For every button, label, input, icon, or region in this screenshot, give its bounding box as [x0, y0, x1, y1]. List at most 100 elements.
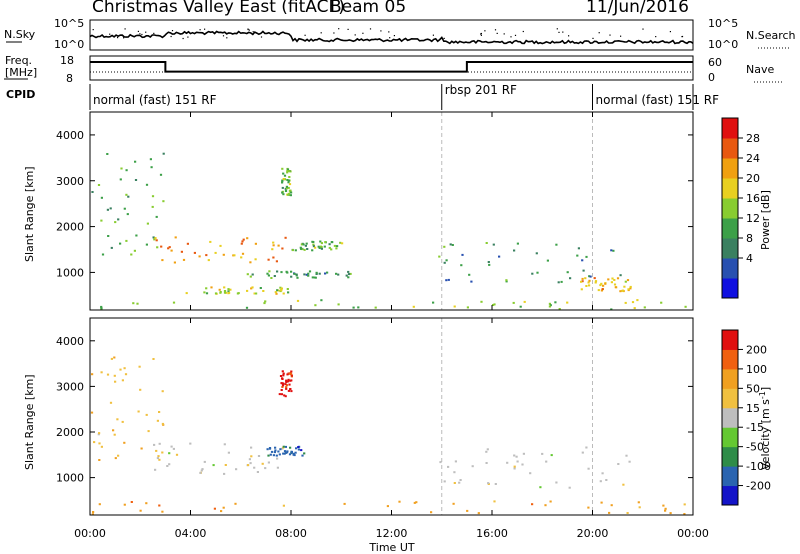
data-cell [494, 483, 497, 485]
data-cell [93, 441, 96, 444]
data-cell [343, 502, 346, 505]
x-tick-label: 16:00 [476, 527, 508, 540]
noise-search-point [443, 37, 445, 39]
data-cell [123, 503, 126, 506]
data-cell [281, 186, 284, 189]
data-cell [432, 301, 435, 304]
data-cell [337, 303, 340, 306]
data-cell [555, 243, 558, 246]
data-cell [229, 288, 232, 291]
velocity-y-ticks: 1000 2000 3000 4000 [56, 335, 693, 485]
noise-search-point [362, 32, 364, 34]
colorbar-tick-label: -100 [746, 460, 771, 473]
data-cell [531, 272, 534, 275]
data-cell [286, 193, 290, 196]
data-cell [282, 178, 285, 180]
data-cell [269, 453, 272, 456]
data-cell [506, 461, 509, 464]
beam-title: Beam 05 [330, 0, 407, 17]
data-cell [212, 464, 215, 467]
data-cell [599, 480, 602, 483]
colorbar-band [722, 198, 738, 219]
data-cell [114, 380, 117, 383]
data-cell [116, 418, 119, 421]
data-cell [492, 243, 495, 246]
data-cell [210, 286, 213, 289]
data-cell [544, 504, 547, 507]
data-cell [303, 452, 306, 455]
data-cell [335, 272, 338, 275]
data-cell [113, 374, 116, 377]
velocity-y-label: Slant Range [km] [23, 374, 36, 470]
noise-search-point [484, 30, 486, 32]
data-cell [227, 290, 230, 293]
data-cell [125, 193, 128, 196]
data-cell [610, 308, 613, 311]
data-cell [291, 249, 294, 252]
power-colorbar: 28 24 20 16 12 8 4 [721, 117, 760, 299]
data-cell [485, 462, 488, 464]
data-cell [626, 279, 630, 282]
data-cell [314, 304, 317, 307]
data-cell [281, 382, 284, 385]
data-cell [317, 245, 320, 248]
freq-unit-label: [MHz] [5, 66, 37, 79]
data-cell [205, 254, 208, 257]
data-cell [352, 306, 355, 309]
data-cell [149, 158, 152, 161]
data-cell [286, 171, 289, 174]
data-cell [168, 463, 171, 466]
data-cell [162, 200, 165, 203]
data-cell [288, 170, 291, 173]
data-cell [257, 455, 261, 457]
data-cell [277, 450, 280, 453]
data-cell [224, 464, 227, 466]
data-cell [250, 446, 253, 449]
data-cell [629, 287, 632, 290]
data-cell [324, 272, 327, 275]
data-cell [284, 236, 287, 239]
data-cell [154, 237, 157, 240]
data-cell [281, 247, 284, 250]
data-cell [249, 462, 252, 465]
data-cell [281, 384, 285, 387]
data-cell [289, 446, 292, 449]
data-cell [290, 373, 293, 376]
data-cell [415, 501, 418, 504]
data-cell [246, 289, 249, 292]
data-cell [283, 450, 287, 453]
colorbar-frame [721, 117, 739, 299]
data-cell [326, 271, 329, 274]
data-cell [100, 371, 103, 374]
data-cell [669, 512, 672, 515]
x-tick-label: 04:00 [175, 527, 207, 540]
data-cell [289, 372, 292, 374]
data-cell [477, 512, 480, 515]
data-cell [330, 248, 333, 251]
data-cell [233, 254, 236, 257]
data-cell [486, 448, 489, 451]
data-cell [161, 390, 164, 393]
cpid-segment-label: normal (fast) 151 RF [596, 93, 720, 107]
x-axis-ticks: 00:00 04:00 08:00 12:00 16:00 20:00 00:00 [74, 112, 709, 540]
data-cell [488, 263, 491, 266]
noise-search-point [393, 35, 395, 37]
data-cell [523, 300, 526, 303]
velocity-colorbar-label-sup: -1 [758, 391, 767, 399]
cpid-label: CPID [6, 88, 35, 101]
data-cell [279, 286, 282, 289]
data-cell [471, 465, 474, 468]
data-cell [126, 213, 129, 216]
data-cell [275, 260, 278, 263]
data-cell [180, 250, 183, 253]
data-cell [621, 289, 624, 292]
data-cell [286, 288, 289, 290]
colorbar-tick-label: 24 [746, 152, 760, 165]
noise-search-point [609, 34, 611, 36]
data-cell [584, 277, 587, 280]
data-cell [341, 242, 344, 245]
noise-search-point [226, 37, 228, 39]
data-cell [307, 274, 310, 277]
data-cell [279, 375, 283, 377]
data-cell [585, 255, 588, 258]
